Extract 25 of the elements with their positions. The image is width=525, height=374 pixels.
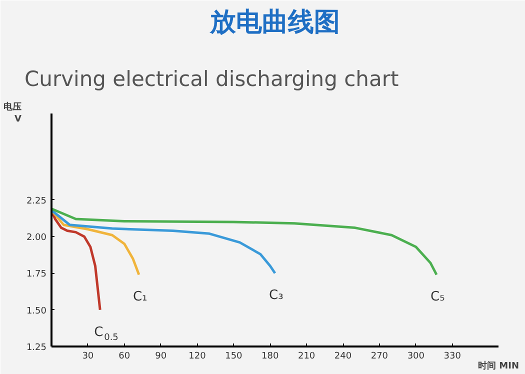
y-axis-title: 电压 V — [3, 102, 22, 124]
y-tick-label: 2.25 — [26, 196, 47, 206]
x-tick-label: 330 — [444, 352, 462, 362]
series-label: C₅ — [430, 290, 445, 305]
x-tick-label: 240 — [334, 352, 352, 362]
x-tick-label: 180 — [262, 352, 280, 362]
x-tick-label: 210 — [298, 352, 316, 362]
x-tick-label: 150 — [225, 352, 243, 362]
line-series — [52, 208, 438, 276]
x-tick-label: 60 — [118, 352, 130, 362]
x-tick-label: 120 — [188, 352, 206, 362]
y-tick-label: 1.25 — [26, 343, 47, 353]
chart-title: 放电曲线图 — [209, 8, 340, 38]
x-tick-label: 30 — [82, 352, 94, 362]
line-series — [52, 208, 276, 274]
series-label: C₃ — [269, 288, 284, 304]
series-label: C₁ — [132, 290, 148, 305]
x-axis-title: 时间 MIN — [478, 360, 519, 372]
x-tick-label: 300 — [407, 352, 425, 362]
x-tick-label: 270 — [370, 352, 388, 362]
y-tick-label: 1.50 — [26, 306, 47, 316]
y-tick-label: 1.75 — [26, 270, 47, 280]
y-tick-label: 2.00 — [26, 233, 47, 244]
x-tick-label: 90 — [155, 352, 167, 362]
chart-subtitle: Curving electrical discharging chart — [24, 67, 399, 91]
